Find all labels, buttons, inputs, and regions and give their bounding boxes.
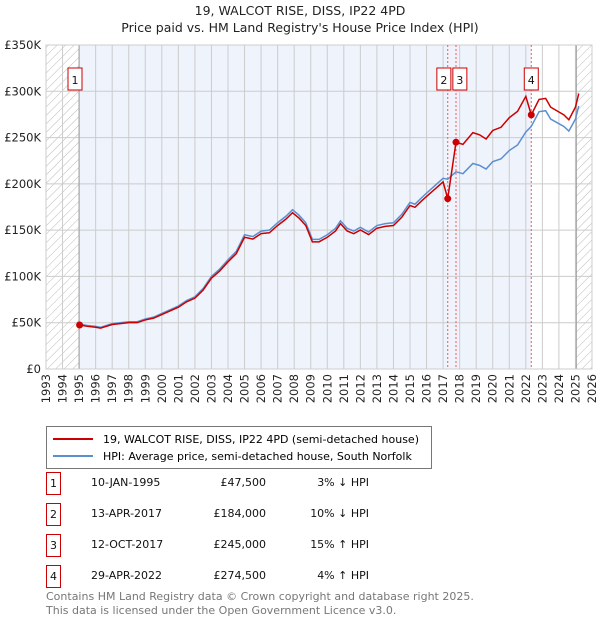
x-tick-label: 2020 xyxy=(486,374,500,403)
sale-date: 13-APR-2017 xyxy=(91,507,163,520)
legend-swatch-price xyxy=(53,438,93,440)
x-tick-label: 1999 xyxy=(138,374,152,403)
sale-hpi-diff: 4% ↑ HPI xyxy=(317,569,369,582)
x-tick-label: 1997 xyxy=(105,374,119,403)
sale-hpi-diff: 15% ↑ HPI xyxy=(310,538,369,551)
sale-date: 12-OCT-2017 xyxy=(91,538,164,551)
y-tick-label: £0 xyxy=(26,362,41,376)
x-tick-label: 2021 xyxy=(502,374,516,403)
y-tick-label: £150K xyxy=(4,223,41,237)
footer-licence: This data is licensed under the Open Gov… xyxy=(46,604,397,617)
hpi-line xyxy=(78,105,580,329)
x-tick-label: 2003 xyxy=(204,374,218,403)
x-tick-label: 2007 xyxy=(271,374,285,403)
x-tick-label: 2006 xyxy=(254,374,268,403)
x-tick-label: 2005 xyxy=(238,374,252,403)
sale-row: 1 10-JAN-1995 £47,500 3% ↓ HPI xyxy=(46,472,376,495)
sale-marker-badge: 3 xyxy=(46,534,61,557)
sale-3-point xyxy=(452,138,460,146)
x-tick-label: 1994 xyxy=(56,374,70,403)
sale-hpi-diff: 3% ↓ HPI xyxy=(317,476,369,489)
sale-price: £274,500 xyxy=(213,569,267,582)
sale-marker-badge: 1 xyxy=(46,472,61,495)
legend-item-hpi: HPI: Average price, semi-detached house,… xyxy=(53,448,412,464)
sale-row: 4 29-APR-2022 £274,500 4% ↑ HPI xyxy=(46,565,376,588)
x-tick-label: 2002 xyxy=(188,374,202,403)
x-tick-label: 2016 xyxy=(420,374,434,403)
x-tick-label: 2017 xyxy=(436,374,450,403)
x-tick-label: 2013 xyxy=(370,374,384,403)
y-tick-label: £300K xyxy=(4,84,41,98)
sale-3-label: 3 xyxy=(456,74,463,87)
plot-border xyxy=(45,44,593,370)
x-tick-label: 2026 xyxy=(585,374,599,403)
x-tick-label: 2008 xyxy=(287,374,301,403)
sale-4-point xyxy=(527,111,535,119)
x-tick-label: 2022 xyxy=(519,374,533,403)
legend-item-price: 19, WALCOT RISE, DISS, IP22 4PD (semi-de… xyxy=(53,431,419,447)
sale-hpi-diff: 10% ↓ HPI xyxy=(310,507,369,520)
footer-copyright: Contains HM Land Registry data © Crown c… xyxy=(46,590,474,603)
sale-row: 2 13-APR-2017 £184,000 10% ↓ HPI xyxy=(46,503,376,526)
sale-date: 29-APR-2022 xyxy=(91,569,163,582)
x-tick-label: 2018 xyxy=(453,374,467,403)
sale-price: £245,000 xyxy=(213,538,267,551)
sale-2-label-box xyxy=(436,67,452,91)
sale-marker-badge: 2 xyxy=(46,503,61,526)
sale-1-label: 1 xyxy=(72,74,79,87)
sale-1-point xyxy=(76,321,84,329)
sale-marker-badge: 4 xyxy=(46,565,61,588)
legend: 19, WALCOT RISE, DISS, IP22 4PD (semi-de… xyxy=(46,426,432,469)
x-tick-label: 1995 xyxy=(72,374,86,403)
hatched-region-after-data xyxy=(576,45,592,369)
x-tick-label: 2000 xyxy=(155,374,169,403)
sale-date: 10-JAN-1995 xyxy=(91,476,161,489)
y-tick-label: £350K xyxy=(4,38,41,52)
y-tick-label: £200K xyxy=(4,177,41,191)
x-tick-label: 1998 xyxy=(122,374,136,403)
ownership-shaded-region xyxy=(79,45,532,369)
sale-price: £47,500 xyxy=(220,476,267,489)
x-tick-label: 2019 xyxy=(469,374,483,403)
sale-row: 3 12-OCT-2017 £245,000 15% ↑ HPI xyxy=(46,534,376,557)
chart-title: 19, WALCOT RISE, DISS, IP22 4PD xyxy=(194,3,406,18)
x-tick-label: 2011 xyxy=(337,374,351,403)
chart-subtitle: Price paid vs. HM Land Registry's House … xyxy=(121,20,479,35)
y-tick-label: £250K xyxy=(4,131,41,145)
x-tick-label: 2001 xyxy=(171,374,185,403)
sale-1-label-box xyxy=(67,67,83,91)
x-tick-label: 1993 xyxy=(39,374,53,403)
x-tick-label: 1996 xyxy=(89,374,103,403)
y-tick-label: £50K xyxy=(12,316,42,330)
x-tick-label: 2004 xyxy=(221,374,235,403)
legend-label-price: 19, WALCOT RISE, DISS, IP22 4PD (semi-de… xyxy=(103,432,419,446)
sale-2-label: 2 xyxy=(440,74,447,87)
sale-2-point xyxy=(444,195,452,203)
sale-4-label: 4 xyxy=(528,74,535,87)
sale-3-label-box xyxy=(452,67,468,91)
x-tick-label: 2009 xyxy=(304,374,318,403)
sale-price: £184,000 xyxy=(213,507,267,520)
x-tick-label: 2025 xyxy=(568,374,582,403)
x-tick-label: 2010 xyxy=(320,374,334,403)
price-chart: 1993 1994 1995 1996 1997 1998 1999 2000 2001 2002… xyxy=(4,38,599,403)
legend-label-hpi: HPI: Average price, semi-detached house,… xyxy=(103,449,412,463)
legend-swatch-hpi xyxy=(53,455,93,457)
y-tick-label: £100K xyxy=(4,269,41,283)
x-tick-label: 2024 xyxy=(552,374,566,403)
footer: Contains HM Land Registry data © Crown c… xyxy=(46,590,474,618)
x-tick-label: 2023 xyxy=(535,374,549,403)
price-line xyxy=(79,93,580,329)
x-tick-label: 2014 xyxy=(386,374,400,403)
x-tick-label: 2012 xyxy=(353,374,367,403)
sale-4-label-box xyxy=(523,67,539,91)
x-tick-label: 2015 xyxy=(403,374,417,403)
